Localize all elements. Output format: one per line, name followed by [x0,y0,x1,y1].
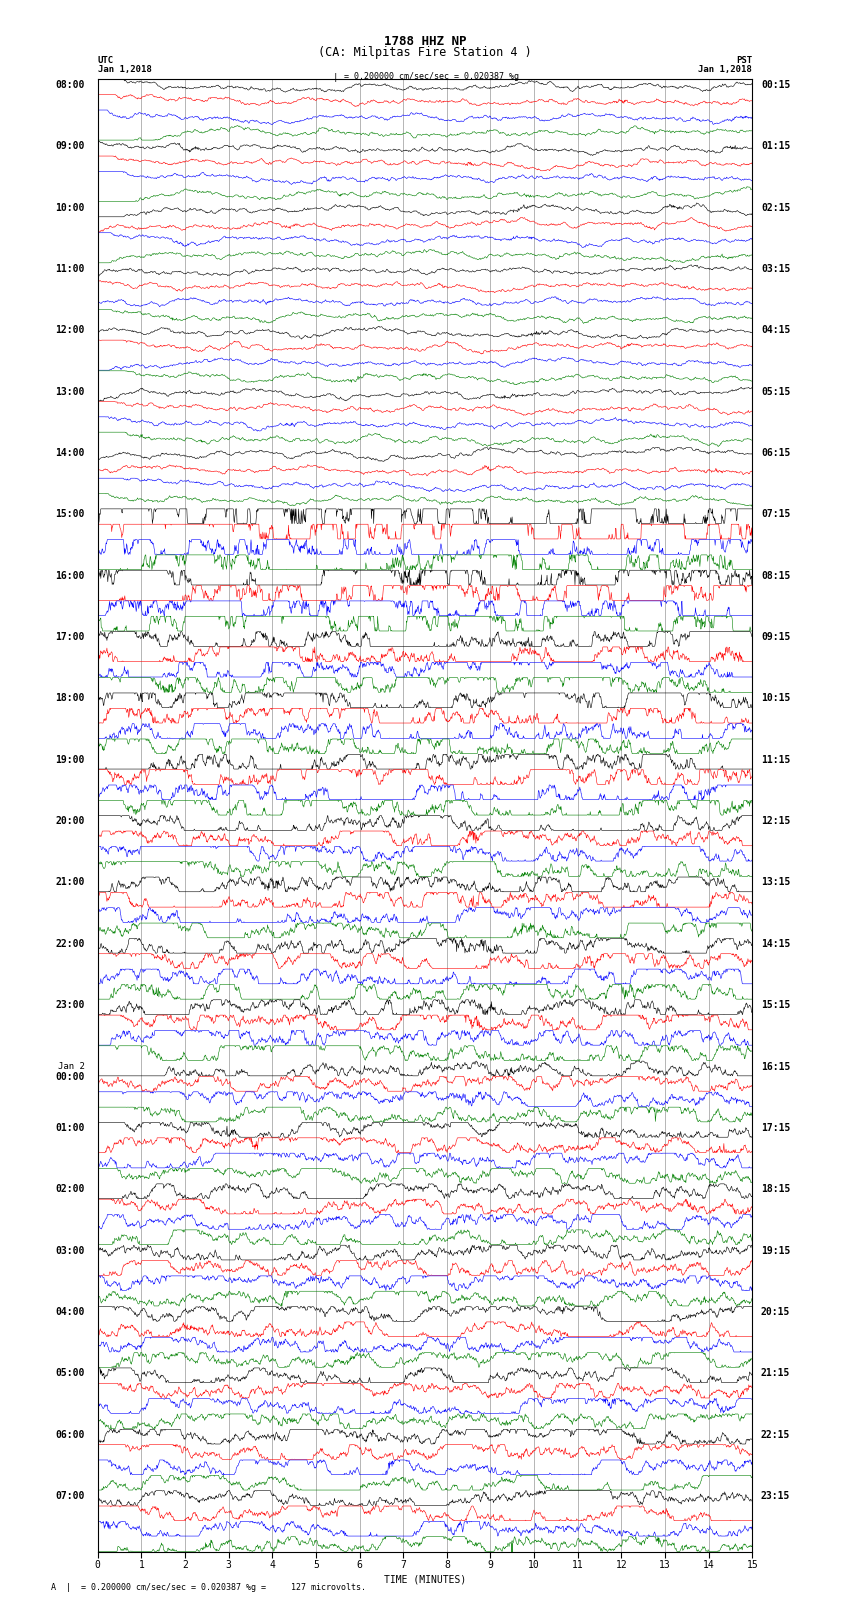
Text: 23:00: 23:00 [55,1000,85,1010]
Text: 23:15: 23:15 [761,1490,790,1502]
Text: 11:00: 11:00 [55,265,85,274]
Text: 12:15: 12:15 [761,816,790,826]
Text: 04:15: 04:15 [761,326,790,336]
Text: 04:00: 04:00 [55,1307,85,1318]
Text: 02:15: 02:15 [761,203,790,213]
Text: 20:15: 20:15 [761,1307,790,1318]
Text: 16:00: 16:00 [55,571,85,581]
Text: 06:15: 06:15 [761,448,790,458]
Text: 03:00: 03:00 [55,1245,85,1255]
Text: 08:15: 08:15 [761,571,790,581]
Text: 22:15: 22:15 [761,1429,790,1440]
Text: 18:15: 18:15 [761,1184,790,1194]
Text: 00:00: 00:00 [55,1071,85,1082]
Text: 14:00: 14:00 [55,448,85,458]
Text: UTC: UTC [98,56,114,66]
Text: 20:00: 20:00 [55,816,85,826]
Text: |: | [333,73,338,82]
Text: 09:15: 09:15 [761,632,790,642]
Text: 17:15: 17:15 [761,1123,790,1132]
Text: 12:00: 12:00 [55,326,85,336]
Text: 1788 HHZ NP: 1788 HHZ NP [383,35,467,48]
Text: Jan 1,2018: Jan 1,2018 [699,65,752,74]
Text: = 0.200000 cm/sec/sec = 0.020387 %g: = 0.200000 cm/sec/sec = 0.020387 %g [344,71,519,81]
Text: 13:15: 13:15 [761,877,790,887]
Text: 07:15: 07:15 [761,510,790,519]
Text: 22:00: 22:00 [55,939,85,948]
Text: Jan 1,2018: Jan 1,2018 [98,65,151,74]
Text: 06:00: 06:00 [55,1429,85,1440]
Text: 15:00: 15:00 [55,510,85,519]
Text: 01:00: 01:00 [55,1123,85,1132]
Text: 13:00: 13:00 [55,387,85,397]
Text: 07:00: 07:00 [55,1490,85,1502]
Text: 14:15: 14:15 [761,939,790,948]
Text: 02:00: 02:00 [55,1184,85,1194]
Text: A  |  = 0.200000 cm/sec/sec = 0.020387 %g =     127 microvolts.: A | = 0.200000 cm/sec/sec = 0.020387 %g … [51,1582,366,1592]
Text: 03:15: 03:15 [761,265,790,274]
Text: 00:15: 00:15 [761,79,790,90]
Text: 16:15: 16:15 [761,1061,790,1071]
Text: 21:00: 21:00 [55,877,85,887]
Text: 08:00: 08:00 [55,79,85,90]
Text: 01:15: 01:15 [761,142,790,152]
Text: 19:15: 19:15 [761,1245,790,1255]
X-axis label: TIME (MINUTES): TIME (MINUTES) [384,1574,466,1584]
Text: 11:15: 11:15 [761,755,790,765]
Text: 17:00: 17:00 [55,632,85,642]
Text: 05:00: 05:00 [55,1368,85,1379]
Text: 09:00: 09:00 [55,142,85,152]
Text: 15:15: 15:15 [761,1000,790,1010]
Text: PST: PST [736,56,752,66]
Text: Jan 2: Jan 2 [58,1061,85,1071]
Text: 05:15: 05:15 [761,387,790,397]
Text: (CA: Milpitas Fire Station 4 ): (CA: Milpitas Fire Station 4 ) [318,45,532,60]
Text: 18:00: 18:00 [55,694,85,703]
Text: 19:00: 19:00 [55,755,85,765]
Text: 21:15: 21:15 [761,1368,790,1379]
Text: 10:00: 10:00 [55,203,85,213]
Text: 10:15: 10:15 [761,694,790,703]
